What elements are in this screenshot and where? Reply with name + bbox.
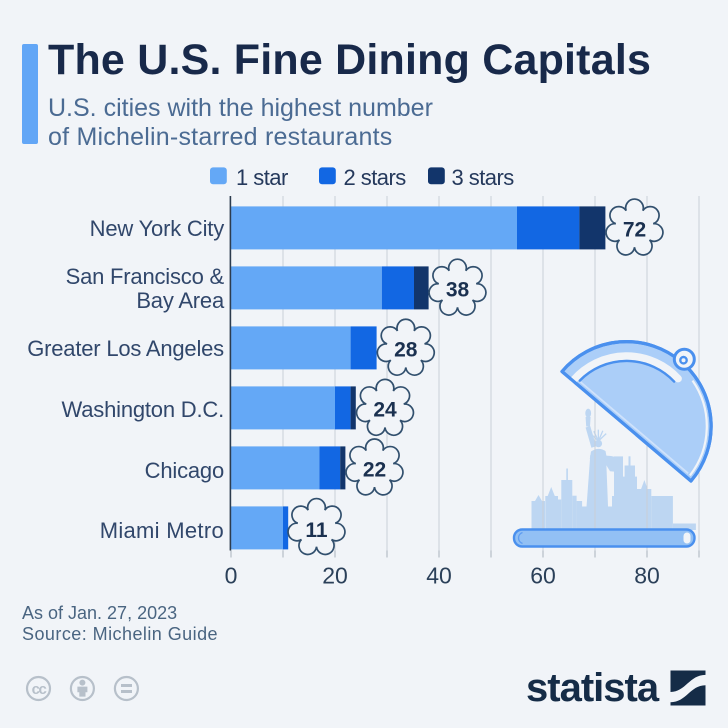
svg-text:22: 22 xyxy=(363,459,386,482)
svg-text:28: 28 xyxy=(394,339,418,362)
svg-text:24: 24 xyxy=(373,399,397,422)
svg-text:80: 80 xyxy=(634,563,660,589)
svg-text:20: 20 xyxy=(322,563,348,589)
svg-text:40: 40 xyxy=(426,563,452,589)
svg-text:72: 72 xyxy=(623,218,646,241)
svg-text:cc: cc xyxy=(32,681,47,698)
svg-text:38: 38 xyxy=(446,278,470,301)
svg-text:11: 11 xyxy=(305,519,328,542)
svg-text:60: 60 xyxy=(530,563,556,589)
svg-text:0: 0 xyxy=(225,563,238,589)
